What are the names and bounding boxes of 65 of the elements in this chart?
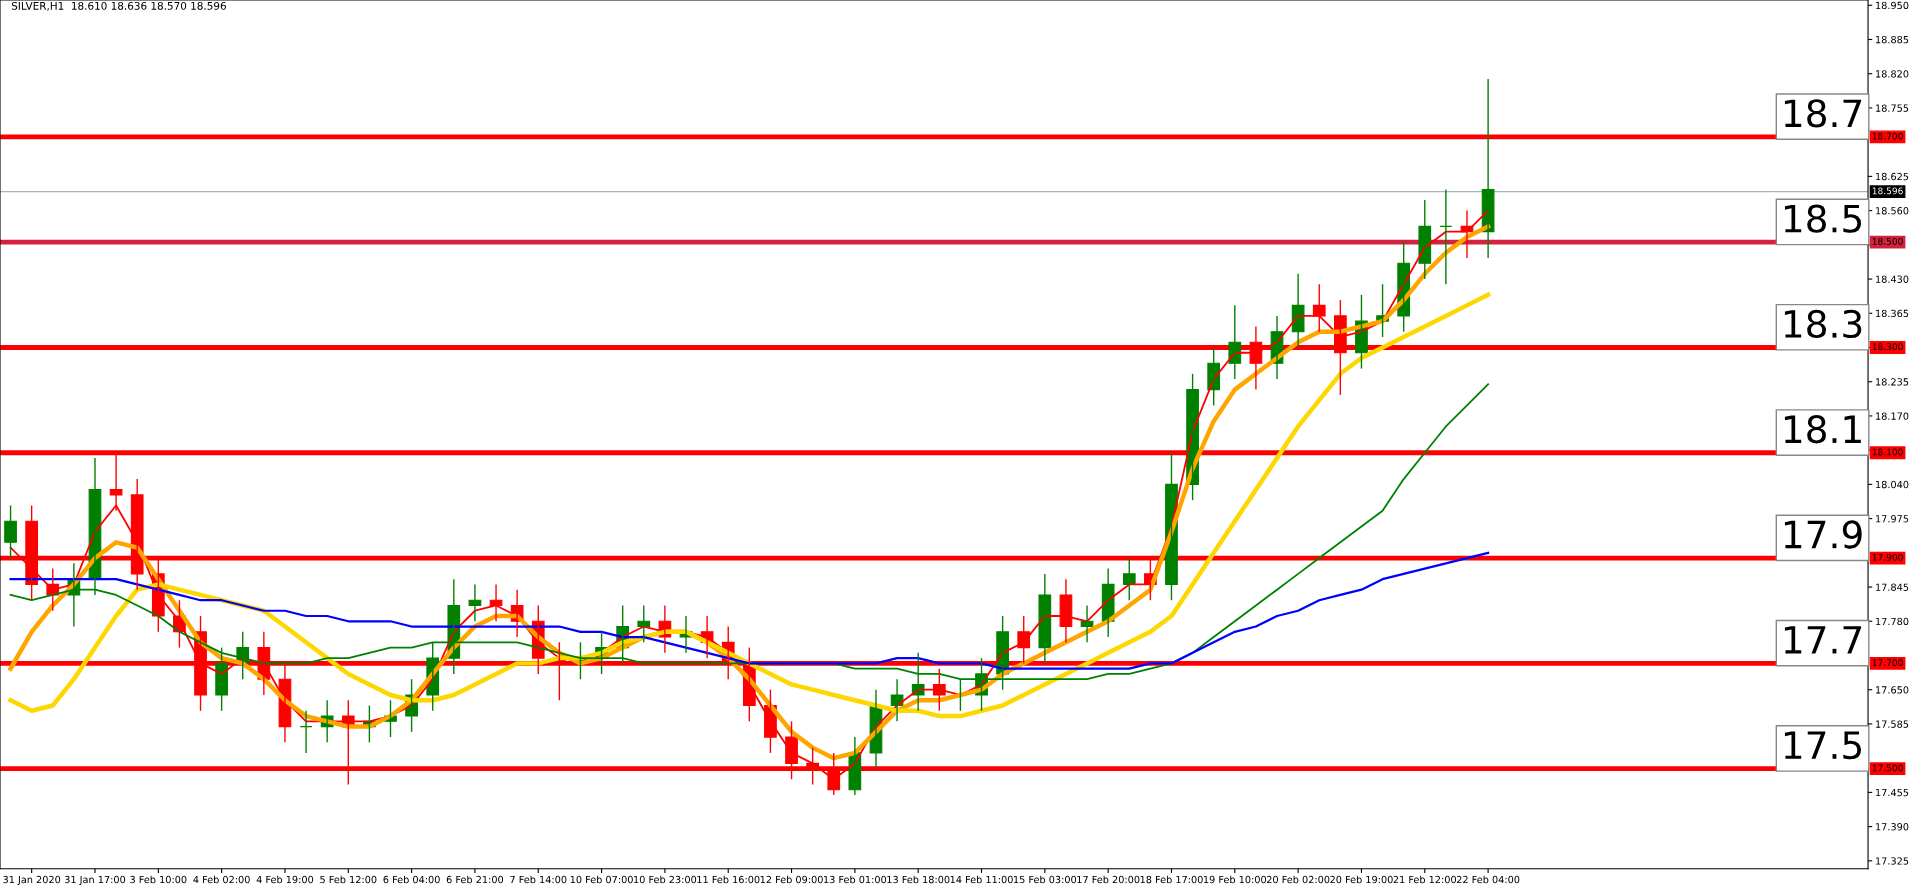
- text: 18.596: [1872, 187, 1903, 195]
- y-tick-label: 18.950: [1876, 1, 1909, 10]
- y-tick-label: 18.560: [1876, 207, 1909, 215]
- candlestick: [1122, 557, 1136, 601]
- x-tick-label: 19 Feb 10:00: [1203, 875, 1267, 884]
- y-tick-label: 17.780: [1876, 617, 1909, 626]
- x-tick-label: 15 Feb 03:00: [1014, 875, 1077, 884]
- x-tick-label: 17 Feb 20:00: [1077, 875, 1140, 884]
- ref-line-label: 17.9: [1784, 520, 1862, 549]
- x-tick-label: 11 Feb 16:00: [697, 875, 760, 884]
- line-series: [8, 292, 1491, 719]
- x-tick-label: 20 Feb 19:00: [1330, 875, 1393, 884]
- x-tick-label: 6 Feb 04:00: [383, 875, 440, 884]
- ref-line-label: 18.5: [1784, 204, 1862, 233]
- y-tick-label: 18.365: [1876, 309, 1909, 318]
- y-tick-label: 18.755: [1876, 104, 1909, 112]
- text: 17.900: [1872, 553, 1903, 561]
- ref-line-label: 17.5: [1784, 731, 1862, 760]
- ref-line-label: 17.7: [1784, 626, 1862, 654]
- y-tick-label: 18.885: [1876, 35, 1909, 44]
- x-tick-label: 18 Feb 17:00: [1140, 875, 1203, 884]
- x-tick-label: 4 Feb 19:00: [256, 875, 314, 884]
- candlestick: [1439, 188, 1453, 286]
- chart-title: SILVER,H1 18.610 18.636 18.570 18.596: [11, 1, 226, 11]
- y-tick-label: 17.325: [1876, 857, 1909, 865]
- text: 18.100: [1872, 448, 1903, 456]
- x-tick-label: 21 Feb 12:00: [1393, 875, 1457, 884]
- x-tick-label: 7 Feb 14:00: [510, 875, 567, 884]
- y-tick-label: 17.975: [1876, 515, 1909, 523]
- y-tick-label: 18.820: [1876, 70, 1909, 78]
- x-tick-label: 3 Feb 10:00: [130, 875, 187, 884]
- text: 18.300: [1872, 343, 1903, 351]
- y-tick-label: 18.235: [1876, 378, 1909, 386]
- ref-line-label: 18.1: [1784, 415, 1861, 444]
- text: 17.500: [1872, 764, 1903, 772]
- y-tick-label: 17.845: [1876, 583, 1909, 591]
- line-series: [9, 551, 1490, 670]
- x-tick-label: 31 Jan 2020: [3, 875, 61, 885]
- text: 17.700: [1872, 659, 1903, 667]
- x-tick-label: 20 Feb 02:00: [1266, 875, 1330, 884]
- x-tick-label: 13 Feb 01:00: [824, 875, 887, 884]
- y-tick-label: 17.585: [1876, 720, 1909, 728]
- ref-line-label: 18.7: [1784, 99, 1862, 128]
- x-tick-label: 5 Feb 12:00: [320, 875, 377, 884]
- y-tick-label: 18.625: [1876, 172, 1909, 181]
- x-tick-label: 4 Feb 02:00: [193, 875, 250, 884]
- x-tick-label: 12 Feb 09:00: [760, 875, 823, 884]
- candlestick: [299, 710, 313, 754]
- x-tick-label: 14 Feb 11:00: [950, 875, 1013, 884]
- x-tick-label: 31 Jan 17:00: [64, 875, 126, 885]
- x-tick-label: 10 Feb 07:00: [570, 875, 633, 884]
- candlestick: [4, 504, 17, 559]
- x-tick-label: 10 Feb 23:00: [634, 875, 697, 884]
- y-tick-label: 17.455: [1876, 788, 1909, 797]
- y-tick-label: 18.430: [1876, 275, 1909, 283]
- x-tick-label: 13 Feb 18:00: [887, 875, 950, 884]
- x-tick-label: 22 Feb 04:00: [1456, 875, 1520, 884]
- y-tick-label: 17.390: [1876, 823, 1909, 831]
- x-tick-label: 6 Feb 21:00: [446, 875, 504, 884]
- y-tick-label: 18.040: [1876, 480, 1909, 489]
- ref-line-label: 18.3: [1784, 309, 1862, 339]
- y-tick-label: 18.170: [1876, 412, 1909, 420]
- y-tick-label: 17.650: [1876, 686, 1909, 694]
- text: 18.500: [1872, 237, 1903, 245]
- text: 18.700: [1872, 132, 1903, 140]
